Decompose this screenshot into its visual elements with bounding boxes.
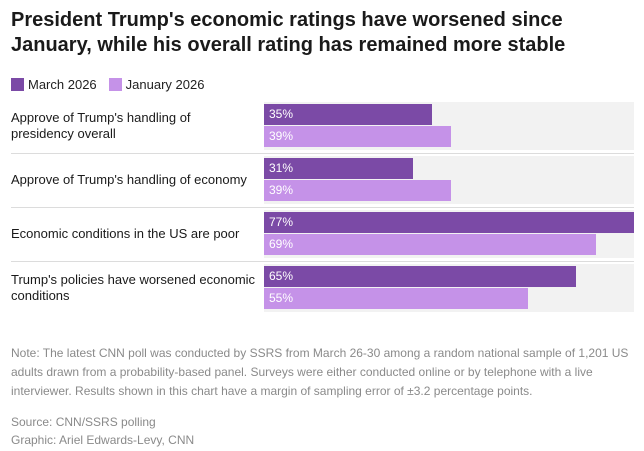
category-label: Approve of Trump's handling of presidenc…: [11, 110, 191, 141]
bar-track: 77% 69%: [264, 210, 634, 258]
chart-row: Economic conditions in the US are poor 77…: [11, 210, 634, 258]
chart-row: Approve of Trump's handling of economy 31…: [11, 156, 634, 204]
legend-item-january: January 2026: [108, 77, 205, 92]
row-separator: [11, 261, 634, 262]
bar-value-label: 39%: [269, 129, 294, 143]
chart-row: Approve of Trump's handling of presidenc…: [11, 102, 634, 150]
row-separator: [11, 153, 634, 154]
legend-item-march: March 2026: [11, 77, 97, 92]
source-text: Source: CNN/SSRS polling: [11, 415, 156, 429]
bar-january-2026: 69%: [264, 234, 596, 255]
bar-chart: Approve of Trump's handling of presidenc…: [0, 102, 644, 312]
graphic-credit: Graphic: Ariel Edwards-Levy, CNN: [11, 433, 195, 447]
bar-march-2026: 77%: [264, 212, 634, 233]
bar-march-2026: 65%: [264, 266, 577, 287]
legend-swatch-march: [11, 78, 24, 91]
row-separator: [11, 207, 634, 208]
category-label: Approve of Trump's handling of economy: [11, 172, 247, 187]
chart-note: Note: The latest CNN poll was conducted …: [11, 346, 629, 398]
bar-march-2026: 35%: [264, 104, 433, 125]
bar-january-2026: 39%: [264, 180, 452, 201]
bar-value-label: 35%: [269, 107, 294, 121]
category-label: Economic conditions in the US are poor: [11, 226, 240, 241]
legend-label-march: March 2026: [28, 77, 97, 92]
bar-value-label: 65%: [269, 269, 294, 283]
bar-march-2026: 31%: [264, 158, 413, 179]
chart-source: Source: CNN/SSRS polling Graphic: Ariel …: [11, 413, 631, 449]
bar-value-label: 69%: [269, 237, 294, 251]
legend-swatch-january: [108, 78, 122, 91]
bar-track: 65% 55%: [264, 264, 634, 312]
bar-value-label: 31%: [269, 161, 294, 175]
category-label: Trump's policies have worsened economic …: [11, 272, 256, 303]
chart-title: President Trump's economic ratings have …: [11, 9, 566, 56]
bar-track: 35% 39%: [264, 102, 634, 150]
bar-track: 31% 39%: [264, 156, 634, 204]
chart-row: Trump's policies have worsened economic …: [11, 264, 634, 312]
legend-label-january: January 2026: [125, 77, 205, 92]
bar-value-label: 77%: [269, 215, 294, 229]
bar-value-label: 39%: [269, 183, 294, 197]
legend: March 2026 January 2026: [11, 77, 216, 92]
bar-january-2026: 55%: [264, 288, 529, 309]
bar-january-2026: 39%: [264, 126, 452, 147]
bar-value-label: 55%: [269, 291, 294, 305]
